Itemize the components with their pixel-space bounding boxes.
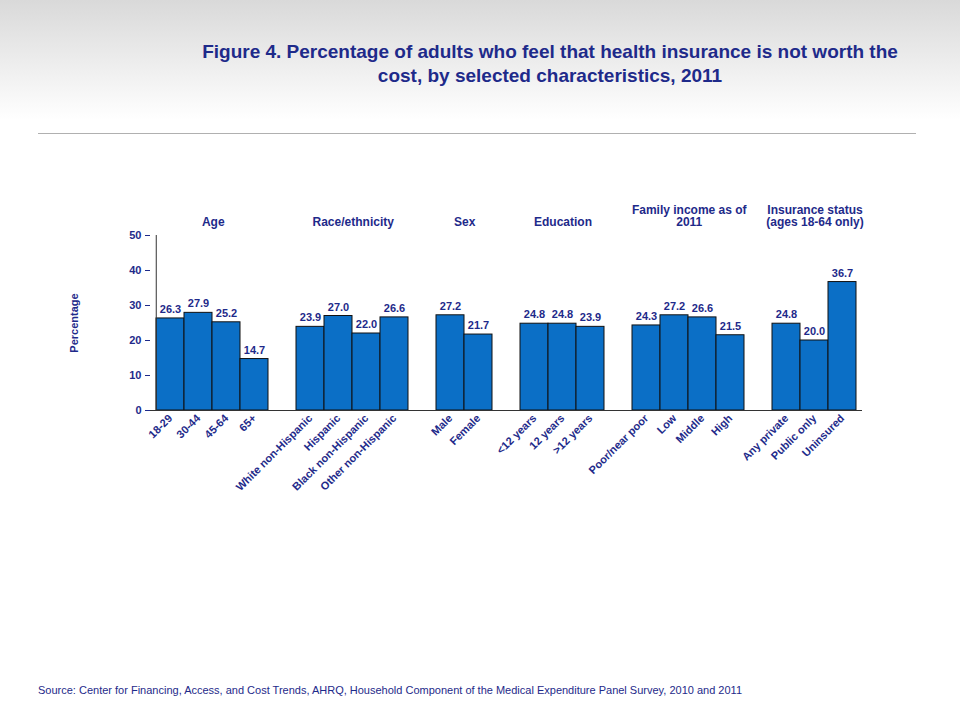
svg-text:27.2: 27.2 (664, 300, 685, 312)
svg-text:Other non-Hispanic: Other non-Hispanic (318, 412, 399, 493)
svg-text:Uninsured: Uninsured (799, 412, 846, 459)
svg-text:36.7: 36.7 (832, 267, 853, 279)
svg-text:12 years: 12 years (526, 411, 567, 452)
svg-text:Sex: Sex (454, 215, 476, 229)
svg-text:25.2: 25.2 (216, 307, 237, 319)
svg-text:Insurance status(ages 18-64 on: Insurance status(ages 18-64 only) (766, 203, 863, 229)
svg-text:20: 20 (129, 334, 141, 346)
svg-text:27.2: 27.2 (440, 300, 461, 312)
svg-text:High: High (709, 412, 735, 438)
svg-text:21.7: 21.7 (468, 319, 489, 331)
svg-text:Female: Female (447, 412, 482, 447)
svg-text:27.0: 27.0 (328, 301, 349, 313)
svg-text:Education: Education (534, 215, 592, 229)
svg-text:26.6: 26.6 (384, 302, 405, 314)
svg-text:24.8: 24.8 (776, 308, 797, 320)
svg-text:23.9: 23.9 (580, 311, 601, 323)
svg-text:Percentage: Percentage (68, 293, 80, 352)
svg-text:>12 years: >12 years (550, 412, 594, 456)
svg-text:Black non-Hispanic: Black non-Hispanic (289, 411, 371, 493)
svg-text:40: 40 (129, 264, 141, 276)
svg-text:Male: Male (429, 412, 455, 438)
svg-text:14.7: 14.7 (244, 344, 265, 356)
svg-text:Family income as of2011: Family income as of2011 (632, 203, 748, 229)
svg-text:Public only: Public only (768, 411, 819, 462)
svg-text:26.6: 26.6 (692, 302, 713, 314)
svg-text:65+: 65+ (237, 412, 259, 434)
svg-text:Low: Low (654, 412, 678, 436)
svg-text:24.8: 24.8 (552, 308, 573, 320)
svg-text:<12 years: <12 years (494, 412, 538, 456)
svg-text:22.0: 22.0 (356, 318, 377, 330)
svg-text:21.5: 21.5 (720, 320, 741, 332)
svg-text:24.8: 24.8 (524, 308, 545, 320)
svg-text:26.3: 26.3 (160, 303, 181, 315)
svg-text:White non-Hispanic: White non-Hispanic (233, 411, 315, 493)
svg-text:18-29: 18-29 (146, 412, 174, 440)
svg-text:Middle: Middle (673, 412, 706, 445)
svg-text:Race/ethnicity: Race/ethnicity (313, 215, 395, 229)
svg-text:24.3: 24.3 (636, 310, 657, 322)
svg-text:45-64: 45-64 (202, 411, 231, 440)
svg-text:Age: Age (202, 215, 225, 229)
svg-text:Poor/near poor: Poor/near poor (586, 411, 651, 476)
svg-text:27.9: 27.9 (188, 297, 209, 309)
html-text:Figure 4. Percentage of adults: Figure 4. Percentage of adults who feel … (202, 41, 898, 86)
svg-text:30: 30 (129, 299, 141, 311)
svg-text:20.0: 20.0 (804, 325, 825, 337)
html-text:Source: Center for Financing,: Source: Center for Financing, Access, an… (38, 684, 742, 696)
svg-text:50: 50 (129, 229, 141, 241)
svg-text:23.9: 23.9 (300, 311, 321, 323)
svg-text:10: 10 (129, 369, 141, 381)
svg-text:0: 0 (135, 404, 141, 416)
svg-text:Any private: Any private (739, 411, 791, 463)
svg-text:30-44: 30-44 (174, 411, 203, 440)
